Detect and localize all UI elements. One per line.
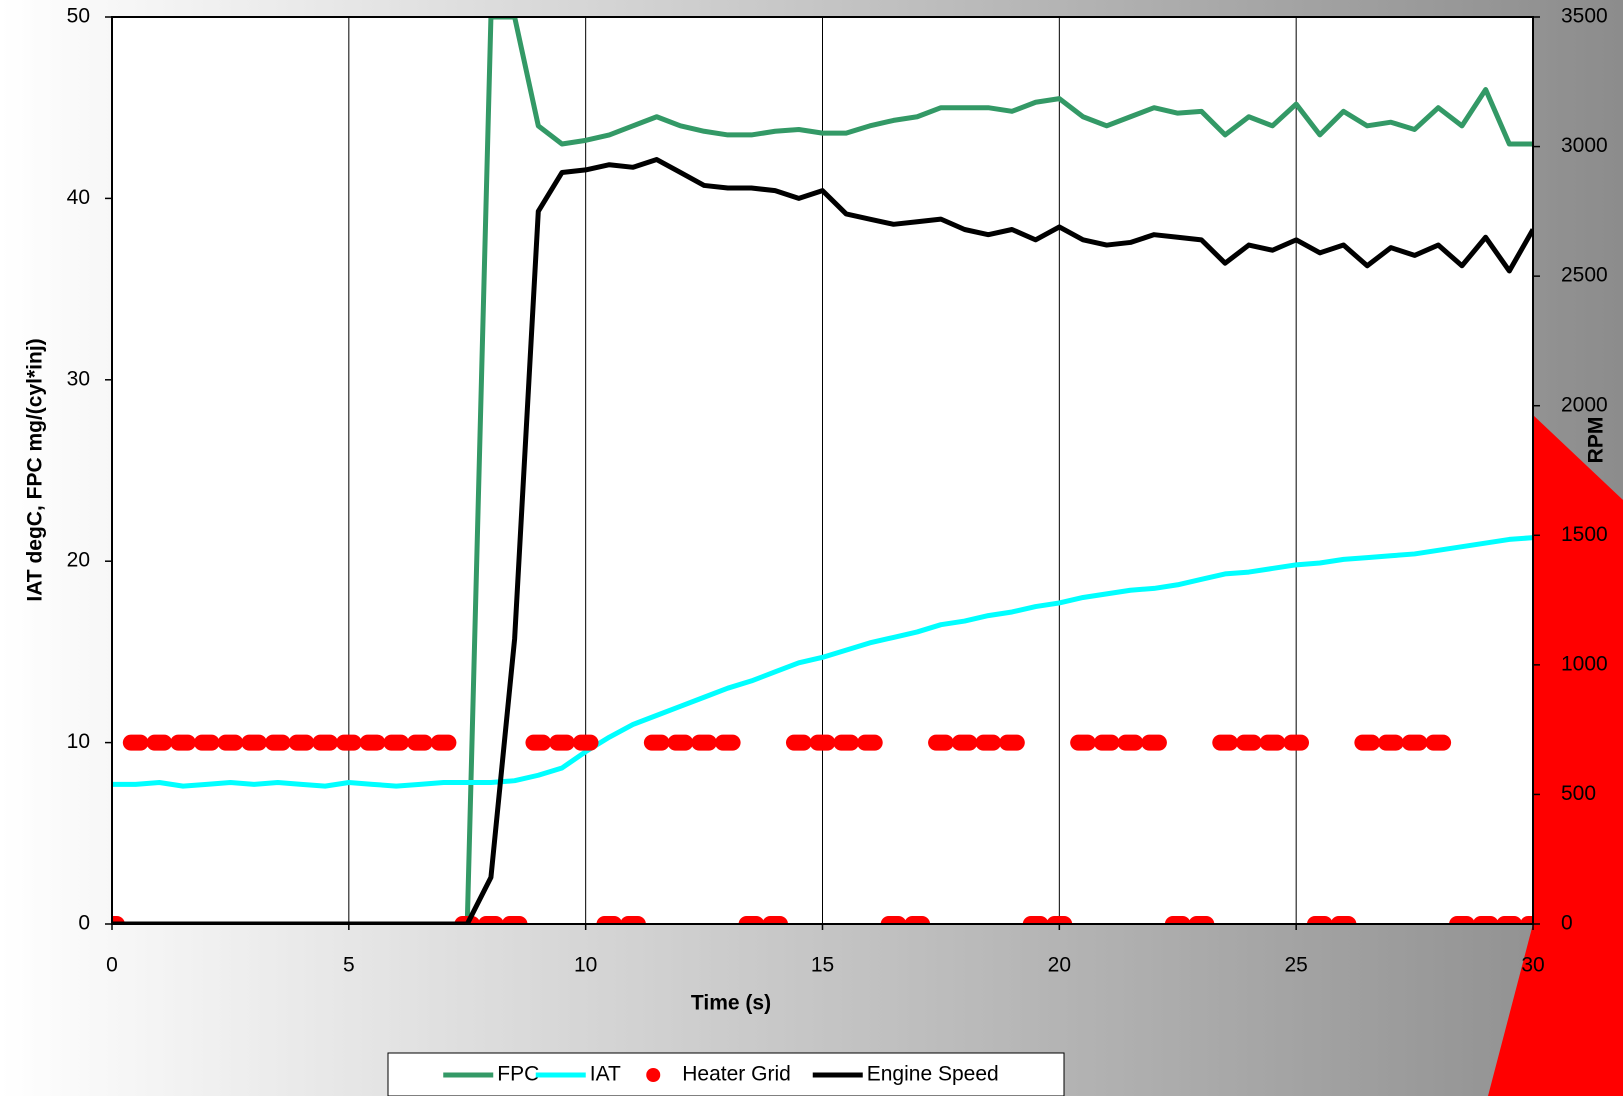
y-axis-label: IAT degC, FPC mg/(cyl*inj) [24, 338, 47, 601]
legend-label: FPC [497, 1063, 539, 1086]
series-line [112, 17, 1533, 924]
marker [1259, 734, 1286, 751]
legend-label: Heater Grid [682, 1063, 791, 1086]
y2-tick-label: 3000 [1561, 134, 1608, 157]
marker [549, 734, 575, 751]
marker [1117, 734, 1144, 751]
marker [714, 734, 741, 751]
y2-tick-label: 0 [1561, 912, 1573, 935]
y2-tick-label: 1500 [1561, 523, 1608, 546]
x-tick-label: 5 [343, 954, 355, 977]
marker [596, 916, 623, 924]
marker [975, 734, 1002, 751]
marker [1520, 916, 1533, 924]
x-tick-label: 30 [1521, 954, 1544, 977]
x-tick-label: 20 [1048, 954, 1071, 977]
marker [1188, 916, 1215, 924]
y-tick-label: 30 [67, 367, 90, 390]
y-tick-label: 40 [67, 186, 90, 209]
y-tick-label: 20 [67, 549, 90, 572]
marker [501, 916, 528, 924]
marker [478, 916, 504, 924]
y2-tick-label: 2500 [1561, 264, 1608, 287]
marker [857, 734, 883, 751]
marker [620, 916, 646, 924]
marker [951, 734, 978, 751]
marker [643, 734, 670, 751]
series-line [112, 535, 1533, 789]
marker [572, 734, 599, 751]
marker [785, 734, 812, 751]
marker [217, 734, 244, 751]
marker [667, 734, 694, 751]
marker [335, 734, 362, 751]
y2-axis-label: RPM [1585, 417, 1608, 464]
marker [170, 734, 196, 751]
marker [1378, 734, 1404, 751]
marker [691, 734, 717, 751]
y2-tick-label: 1000 [1561, 652, 1608, 675]
marker [1093, 734, 1120, 751]
marker [1425, 734, 1452, 751]
marker [407, 734, 433, 751]
marker [1330, 916, 1357, 924]
marker [1496, 916, 1523, 924]
marker [193, 734, 220, 751]
marker [1141, 734, 1167, 751]
marker [1401, 734, 1428, 751]
marker [904, 916, 931, 924]
marker [1212, 734, 1238, 751]
legend-label: IAT [590, 1063, 621, 1086]
marker [264, 734, 291, 751]
marker [312, 734, 338, 751]
marker [146, 734, 173, 751]
marker [1472, 916, 1499, 924]
y2-tick-label: 3500 [1561, 5, 1608, 28]
marker [1449, 916, 1475, 924]
marker [1235, 734, 1262, 751]
y-tick-label: 0 [78, 912, 90, 935]
marker [359, 734, 386, 751]
marker [525, 734, 552, 751]
series-line [112, 157, 1533, 924]
y2-tick-label: 500 [1561, 782, 1596, 805]
y2-tick-label: 2000 [1561, 393, 1608, 416]
marker [928, 734, 954, 751]
y-tick-label: 50 [67, 5, 90, 28]
legend-box [387, 1052, 1065, 1096]
marker [738, 916, 765, 924]
x-tick-label: 0 [106, 954, 118, 977]
marker [880, 916, 907, 924]
marker [122, 734, 149, 751]
marker [762, 916, 788, 924]
marker [1164, 916, 1191, 924]
marker [1283, 734, 1310, 751]
marker [1070, 734, 1096, 751]
legend-label: Engine Speed [867, 1063, 999, 1086]
x-axis-label: Time (s) [691, 992, 771, 1015]
marker [241, 734, 267, 751]
x-tick-label: 15 [811, 954, 834, 977]
x-tick-label: 25 [1284, 954, 1307, 977]
marker [809, 734, 836, 751]
marker [1307, 916, 1333, 924]
marker [1354, 734, 1381, 751]
marker [1022, 916, 1049, 924]
y-tick-label: 10 [67, 730, 90, 753]
marker [999, 734, 1025, 751]
legend-swatch [646, 1068, 661, 1082]
decoration [1488, 415, 1623, 1096]
marker [430, 734, 457, 751]
marker [1046, 916, 1073, 924]
marker [833, 734, 860, 751]
marker [288, 734, 315, 751]
marker [383, 734, 410, 751]
x-tick-label: 10 [574, 954, 597, 977]
